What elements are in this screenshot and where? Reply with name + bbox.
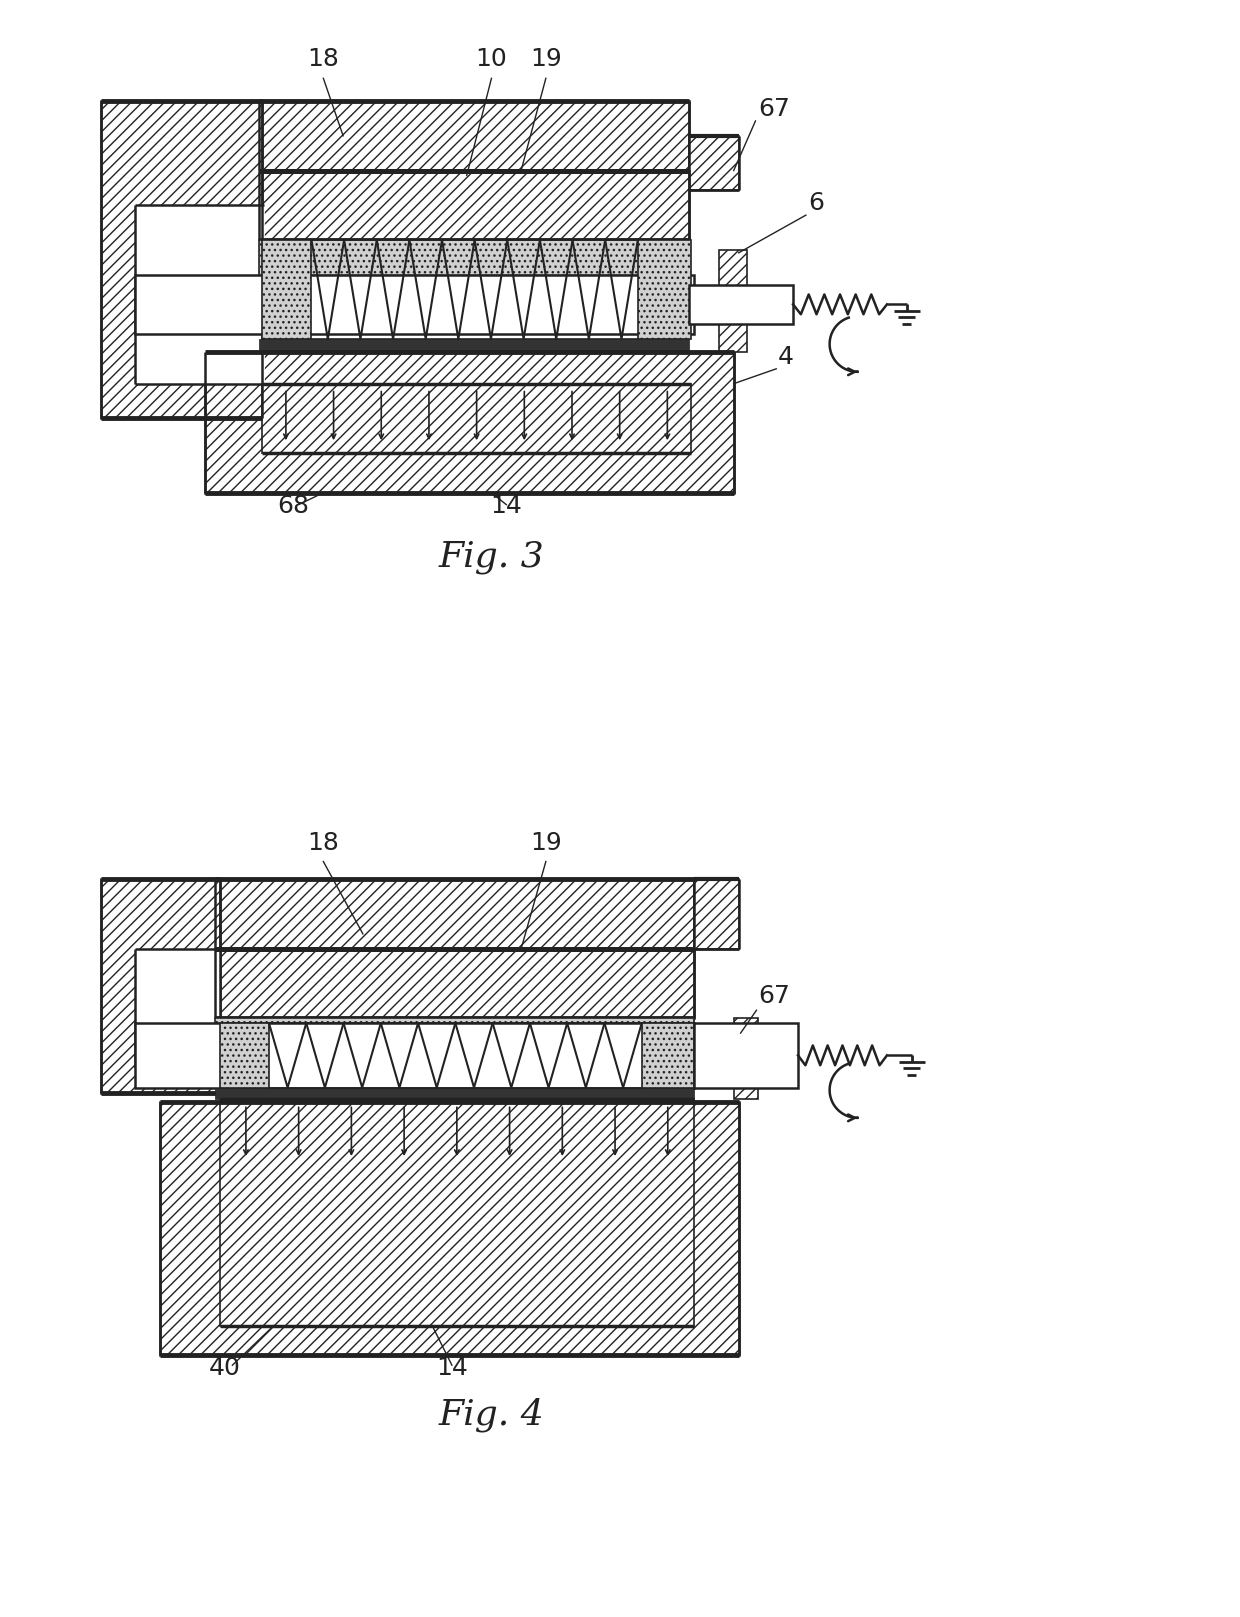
Bar [262,383,691,453]
Text: 4: 4 [779,344,794,369]
Text: 67: 67 [759,985,790,1009]
Text: 67: 67 [759,97,790,121]
Bar [637,239,691,340]
Bar [219,1100,694,1326]
Text: 40: 40 [208,1357,241,1379]
Bar [100,102,262,419]
Text: Fig. 4: Fig. 4 [439,1397,544,1433]
Bar [259,170,689,239]
Text: 6: 6 [808,191,823,215]
Bar [100,880,219,1093]
Bar [259,102,689,170]
Bar [215,1088,694,1100]
Bar [135,1024,694,1088]
Bar [694,880,739,949]
Bar [219,1024,269,1088]
Bar [135,949,219,1067]
Bar [215,1019,694,1024]
Bar [205,353,734,493]
Text: 19: 19 [529,831,562,855]
Bar [215,949,694,1019]
Bar [262,239,311,340]
Text: 68: 68 [278,493,310,517]
Bar [642,1024,694,1088]
Text: 10: 10 [476,47,507,71]
Bar [689,285,794,323]
Text: 14: 14 [490,493,522,517]
Bar [694,1024,799,1088]
Bar [689,136,739,191]
Text: 18: 18 [308,831,340,855]
Bar [135,205,264,383]
Bar [719,251,746,353]
Text: 19: 19 [529,47,562,71]
Text: 14: 14 [436,1357,467,1379]
Bar [259,239,689,275]
Bar [259,340,689,353]
Text: 18: 18 [308,47,340,71]
Bar [215,880,694,949]
Bar [135,275,694,335]
Text: Fig. 3: Fig. 3 [439,540,544,574]
Bar [160,1103,739,1355]
Bar [734,1019,759,1100]
